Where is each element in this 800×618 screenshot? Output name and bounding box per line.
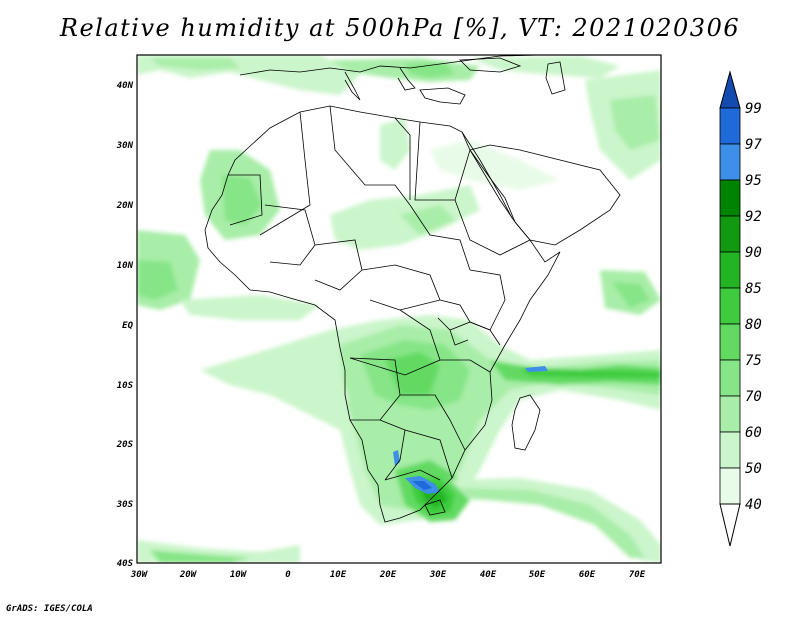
colorbar-cap-top <box>719 70 741 109</box>
lat-tick-label: 40S <box>117 559 134 569</box>
colorbar-segment <box>719 179 741 217</box>
colorbar-segment <box>719 107 741 145</box>
colorbar-segment <box>719 431 741 469</box>
lat-tick-label: 30S <box>116 500 134 510</box>
lon-tick-label: 0 <box>285 570 291 580</box>
colorbar-segment <box>719 323 741 361</box>
colorbar-segment <box>719 359 741 397</box>
lat-tick-label: 10S <box>117 381 134 391</box>
lat-tick-label: 20S <box>116 440 134 450</box>
lat-tick-label: 10N <box>117 261 134 271</box>
colorbar-level-label: 85 <box>745 281 762 297</box>
colorbar-level-label: 50 <box>745 461 762 477</box>
colorbar-segment <box>719 215 741 253</box>
colorbar-segment <box>719 395 741 433</box>
lon-tick-label: 60E <box>579 570 596 580</box>
lon-tick-label: 10E <box>330 570 347 580</box>
colorbar-level-label: 70 <box>745 389 762 405</box>
map-title: Relative humidity at 500hPa [%], VT: 202… <box>59 14 741 42</box>
grads-credit: GrADS: IGES/COLA <box>6 604 93 614</box>
lon-tick-label: 20W <box>179 570 198 580</box>
colorbar-level-label: 99 <box>745 101 762 117</box>
colorbar-level-label: 95 <box>745 173 762 189</box>
lon-tick-label: 10W <box>230 570 248 580</box>
colorbar-level-label: 97 <box>745 137 762 153</box>
lon-tick-label: 70E <box>629 570 646 580</box>
colorbar: 99 97 95 92 90 85 80 75 70 60 50 40 <box>719 70 762 547</box>
colorbar-level-label: 75 <box>745 353 762 369</box>
plot-frame <box>136 54 662 564</box>
colorbar-segment <box>719 143 741 181</box>
colorbar-cap-bottom <box>719 503 741 547</box>
lon-tick-label: 50E <box>529 570 546 580</box>
coastlines-borders <box>204 55 621 523</box>
colorbar-level-label: 40 <box>745 497 762 513</box>
colorbar-segment <box>719 467 741 505</box>
lon-tick-label: 30W <box>130 570 149 580</box>
lon-tick-label: 20E <box>379 570 397 580</box>
lat-tick-label: EQ <box>122 321 133 331</box>
latitude-axis: 40N 30N 20N 10N EQ 10S 20S 30S 40S <box>116 81 134 569</box>
colorbar-level-label: 80 <box>745 317 762 333</box>
lon-tick-label: 30E <box>429 570 447 580</box>
longitude-axis: 30W 20W 10W 0 10E 20E 30E 40E 50E 60E 70… <box>130 570 646 580</box>
colorbar-level-label: 60 <box>745 425 762 441</box>
colorbar-segment <box>719 287 741 325</box>
colorbar-level-label: 92 <box>745 209 762 225</box>
colorbar-segment <box>719 251 741 289</box>
colorbar-level-label: 90 <box>745 245 762 261</box>
lat-tick-label: 40N <box>117 81 134 91</box>
lat-tick-label: 30N <box>116 141 134 151</box>
lat-tick-label: 20N <box>116 201 134 211</box>
humidity-field <box>137 55 661 563</box>
lon-tick-label: 40E <box>480 570 497 580</box>
